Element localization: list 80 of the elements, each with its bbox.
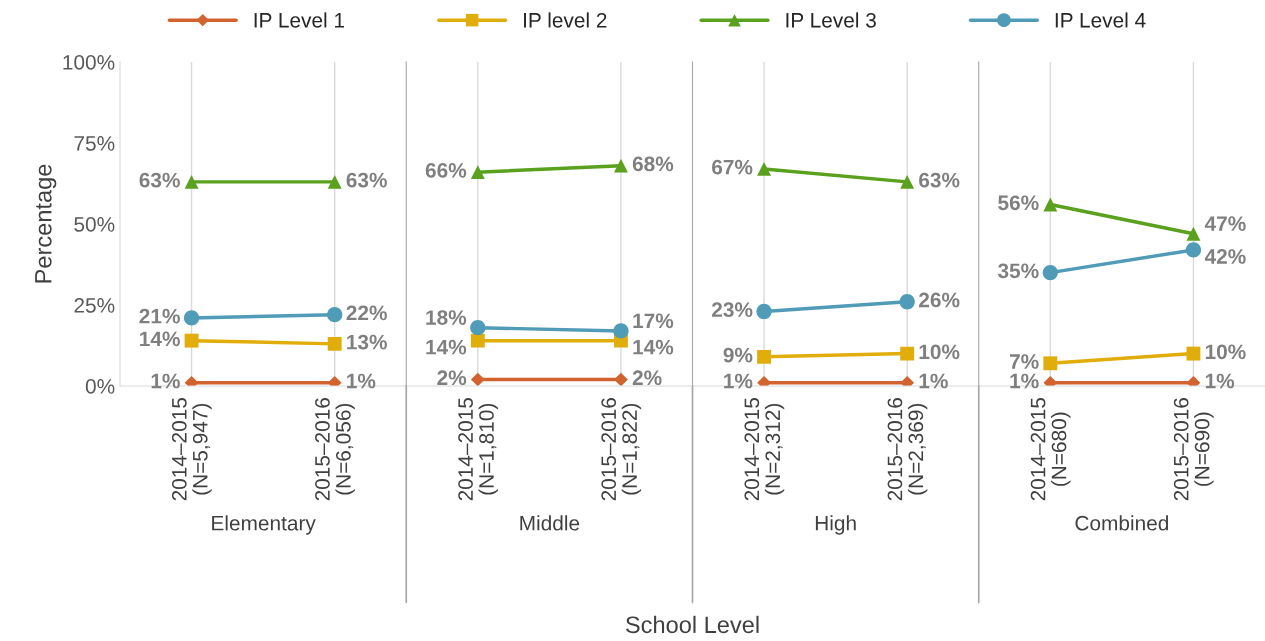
- data-label: 7%: [1009, 354, 1039, 369]
- data-label: 56%: [998, 195, 1039, 211]
- data-label: 68%: [632, 156, 674, 172]
- data-label: 66%: [425, 163, 467, 178]
- point: [757, 349, 772, 364]
- point: [184, 174, 199, 189]
- data-label: 18%: [426, 310, 467, 325]
- text: School Level: [625, 615, 759, 634]
- point: [470, 372, 485, 386]
- point: [470, 320, 486, 336]
- point: [900, 174, 915, 189]
- data-label: 1%: [151, 373, 180, 389]
- data-label: 2%: [437, 370, 467, 386]
- point: [184, 333, 199, 348]
- data-label: 1%: [919, 373, 948, 389]
- data-label: 42%: [1204, 249, 1246, 264]
- point: [614, 372, 628, 386]
- data-label: 14%: [426, 339, 467, 355]
- y-tick-label: 0%: [85, 379, 115, 394]
- point: [327, 174, 342, 189]
- x-axis-title: Middle: [520, 515, 580, 531]
- point: [899, 294, 915, 310]
- data-label: 1%: [724, 373, 753, 389]
- point: [756, 303, 772, 320]
- data-label: 13%: [347, 334, 387, 350]
- data-label: 2%: [632, 370, 662, 386]
- data-label: 1%: [347, 373, 376, 389]
- data-label: 1%: [1010, 373, 1039, 389]
- point: [1186, 346, 1201, 361]
- point: [327, 336, 342, 351]
- data-label: 10%: [1205, 344, 1246, 360]
- data-label: 22%: [346, 305, 387, 321]
- point: [1185, 242, 1202, 258]
- x-tick-label: 2015–2016 (N=6,056): [315, 398, 355, 501]
- point: [183, 310, 200, 326]
- data-label: 23%: [711, 302, 753, 318]
- y-tick-label: 75%: [74, 136, 115, 151]
- data-label: 14%: [633, 339, 674, 355]
- data-label: 21%: [139, 308, 180, 324]
- y-tick-label: 100%: [63, 55, 115, 70]
- legend-label: IP Level 3: [786, 12, 876, 28]
- x-tick-label: 2015–2016 (N=690): [1173, 398, 1214, 501]
- data-label: 63%: [139, 172, 180, 188]
- x-tick-label: 2014–2015 (N=5,947): [171, 397, 212, 501]
- y-tick-label: 50%: [74, 217, 115, 232]
- data-label: 9%: [723, 347, 753, 363]
- point: [1186, 226, 1201, 241]
- data-label: 63%: [919, 172, 960, 188]
- point: [470, 165, 485, 180]
- x-tick-label: 2015–2016 (N=2,369): [887, 398, 928, 501]
- legend-label: IP level 2: [524, 12, 607, 28]
- data-label: 67%: [712, 159, 753, 175]
- data-label: 63%: [346, 172, 387, 188]
- point: [1043, 356, 1058, 371]
- point: [470, 333, 485, 348]
- data-label: 17%: [633, 313, 674, 329]
- x-axis-title: Combined: [1075, 515, 1169, 531]
- point: [900, 346, 915, 361]
- data-label: 14%: [140, 331, 180, 347]
- x-tick-label: 2014–2015 (N=2,312): [744, 397, 785, 501]
- point: [757, 161, 772, 176]
- legend-label: IP Level 4: [1055, 12, 1146, 28]
- data-label: 1%: [1205, 373, 1235, 389]
- point: [1043, 197, 1058, 212]
- x-axis-title: Elementary: [212, 515, 316, 535]
- data-label: 26%: [919, 292, 960, 308]
- y-tick-label: 25%: [74, 298, 115, 313]
- point: [1042, 264, 1058, 281]
- x-tick-label: 2014–2015 (N=680): [1030, 397, 1071, 501]
- legend-label: IP Level 1: [254, 12, 345, 28]
- data-label: 10%: [919, 344, 960, 360]
- point: [613, 158, 628, 173]
- data-label: 47%: [1204, 216, 1246, 231]
- data-label: 35%: [997, 263, 1039, 279]
- point: [327, 307, 343, 323]
- x-tick-label: 2015–2016 (N=1,822): [601, 398, 642, 501]
- y-axis-title: Percentage: [35, 164, 57, 283]
- x-tick-label: 2014–2015 (N=1,810): [458, 397, 498, 501]
- point: [613, 323, 629, 339]
- x-axis-title: High: [815, 515, 856, 535]
